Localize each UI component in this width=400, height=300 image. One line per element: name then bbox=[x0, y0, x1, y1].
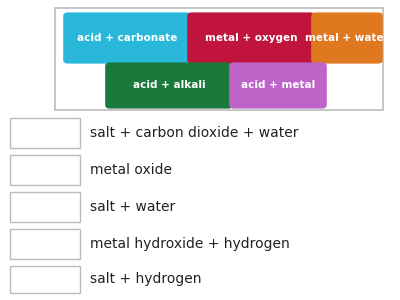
Text: metal + oxygen: metal + oxygen bbox=[205, 33, 297, 43]
Text: acid + carbonate: acid + carbonate bbox=[77, 33, 177, 43]
FancyBboxPatch shape bbox=[63, 12, 191, 64]
Text: metal + water: metal + water bbox=[305, 33, 389, 43]
Text: metal oxide: metal oxide bbox=[90, 163, 172, 177]
FancyBboxPatch shape bbox=[55, 8, 383, 110]
Text: metal hydroxide + hydrogen: metal hydroxide + hydrogen bbox=[90, 237, 290, 251]
Text: salt + carbon dioxide + water: salt + carbon dioxide + water bbox=[90, 126, 298, 140]
FancyBboxPatch shape bbox=[311, 12, 383, 64]
FancyBboxPatch shape bbox=[10, 118, 80, 148]
Text: acid + alkali: acid + alkali bbox=[133, 80, 205, 91]
FancyBboxPatch shape bbox=[187, 12, 315, 64]
Text: salt + water: salt + water bbox=[90, 200, 175, 214]
FancyBboxPatch shape bbox=[10, 155, 80, 185]
FancyBboxPatch shape bbox=[10, 192, 80, 222]
FancyBboxPatch shape bbox=[10, 229, 80, 259]
FancyBboxPatch shape bbox=[105, 62, 233, 109]
Text: acid + metal: acid + metal bbox=[241, 80, 315, 91]
Text: salt + hydrogen: salt + hydrogen bbox=[90, 272, 202, 286]
FancyBboxPatch shape bbox=[10, 266, 80, 293]
FancyBboxPatch shape bbox=[229, 62, 327, 109]
